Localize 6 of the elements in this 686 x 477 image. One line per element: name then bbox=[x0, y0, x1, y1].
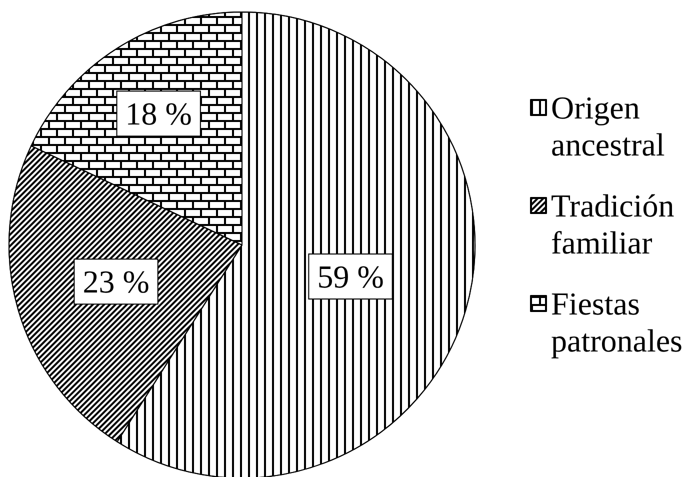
legend-label: Fiestas patronales bbox=[551, 286, 682, 358]
legend-label: Origen ancestral bbox=[551, 90, 665, 162]
data-label: 59 % bbox=[317, 258, 384, 295]
data-label: 23 % bbox=[82, 264, 150, 300]
data-label: 18 % bbox=[125, 96, 192, 132]
legend-label: Tradición familiar bbox=[551, 188, 682, 260]
